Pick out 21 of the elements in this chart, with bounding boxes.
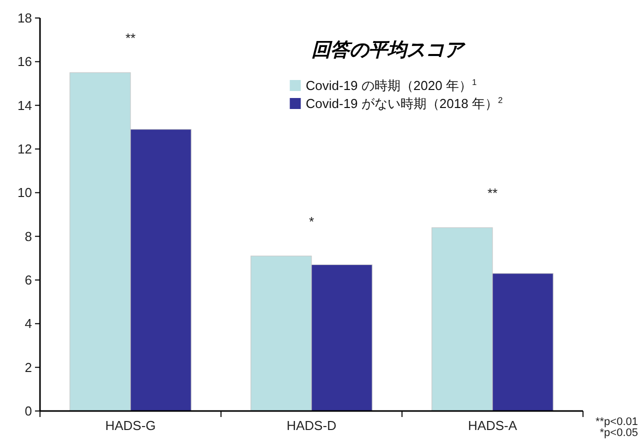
y-tick-label: 14 bbox=[18, 98, 32, 113]
annotation: ** bbox=[125, 30, 136, 46]
y-tick-label: 8 bbox=[24, 228, 32, 244]
x-tick-label: HADS-D bbox=[286, 418, 336, 433]
y-tick-label: 10 bbox=[18, 185, 32, 200]
x-tick-label: HADS-A bbox=[468, 418, 518, 433]
text: 回答の平均スコア bbox=[312, 40, 466, 61]
y-tick-label: 2 bbox=[24, 360, 32, 375]
annotation: ** bbox=[487, 186, 498, 201]
text: *p<0.05 bbox=[600, 427, 638, 439]
y-tick-label: 0 bbox=[24, 404, 32, 419]
y-tick-label: 4 bbox=[24, 316, 32, 332]
text: **p<0.01 bbox=[595, 416, 638, 428]
y-tick-label: 18 bbox=[18, 10, 32, 26]
annotation: * bbox=[308, 214, 314, 229]
legend-label: Covid-19 の時期（2020 年）$^{1}$ bbox=[306, 77, 477, 93]
y-tick-label: 12 bbox=[18, 142, 32, 157]
y-tick-label: 6 bbox=[24, 272, 32, 288]
y-tick-label: 16 bbox=[18, 54, 32, 70]
x-tick-label: HADS-G bbox=[105, 418, 156, 433]
legend-label: Covid-19 がない時期（2018 年）$^{2}$ bbox=[306, 95, 503, 111]
